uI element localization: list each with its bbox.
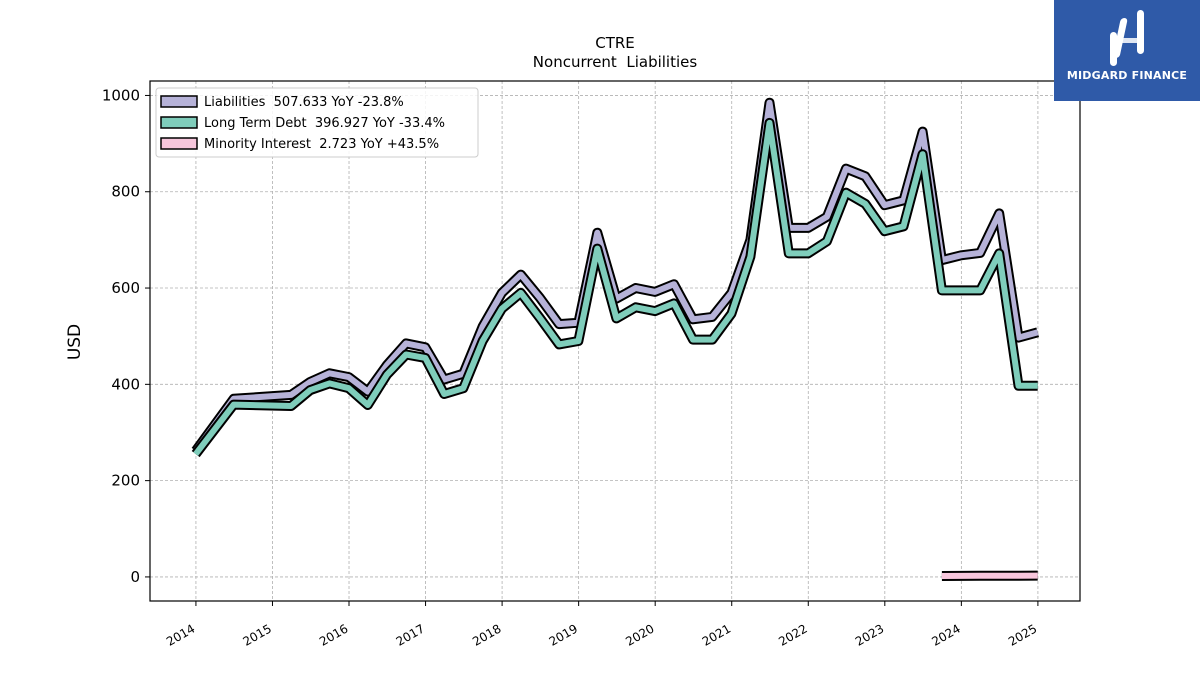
brand-logo: MIDGARD FINANCE (1054, 0, 1200, 101)
x-tick-label: 2014 (164, 621, 197, 648)
x-tick-label: 2023 (853, 621, 886, 648)
y-tick-label: 400 (111, 375, 140, 393)
chart-title: CTRE (595, 34, 635, 52)
series-line-liabilities (193, 99, 1039, 453)
grid (150, 81, 1080, 601)
x-tick-label: 2017 (394, 621, 427, 648)
legend-label: Liabilities 507.633 YoY -23.8% (204, 95, 404, 110)
legend-label: Long Term Debt 396.927 YoY -33.4% (204, 116, 445, 131)
x-tick-label: 2024 (929, 621, 962, 648)
y-tick-label: 200 (111, 472, 140, 490)
legend-swatch (160, 116, 198, 129)
y-tick-label: 0 (130, 568, 140, 586)
x-tick-label: 2019 (547, 621, 580, 648)
y-tick-label: 800 (111, 183, 140, 201)
chart-subtitle: Noncurrent Liabilities (533, 53, 698, 71)
series-line-long-term-debt (193, 119, 1038, 456)
plot-frame (149, 80, 1081, 602)
legend-box (155, 87, 479, 158)
midgard-m-logo-icon (1110, 10, 1144, 66)
y-tick-label: 600 (111, 279, 140, 297)
x-tick-label: 2015 (241, 621, 274, 648)
x-tick-label: 2022 (776, 621, 809, 648)
legend: Liabilities 507.633 YoY -23.8% Long Term … (155, 87, 479, 158)
y-tick-label: 1000 (102, 86, 140, 104)
x-tick-label: 2018 (470, 621, 503, 648)
x-tick-label: 2025 (1006, 621, 1039, 648)
legend-swatch (160, 95, 198, 108)
x-tick-label: 2021 (700, 621, 733, 648)
legend-label: Minority Interest 2.723 YoY +43.5% (204, 137, 439, 152)
x-tick-label: 2020 (623, 621, 656, 648)
y-axis-label: USD (65, 324, 85, 360)
tick-layer: 0 200 400 600 800 1000 2014 2015 2016 2017 2018 201… (102, 86, 1040, 648)
x-tick-label: 2016 (317, 621, 350, 648)
series-layer (191, 97, 1040, 581)
brand-name: MIDGARD FINANCE (1066, 69, 1188, 82)
legend-swatch (160, 137, 198, 150)
